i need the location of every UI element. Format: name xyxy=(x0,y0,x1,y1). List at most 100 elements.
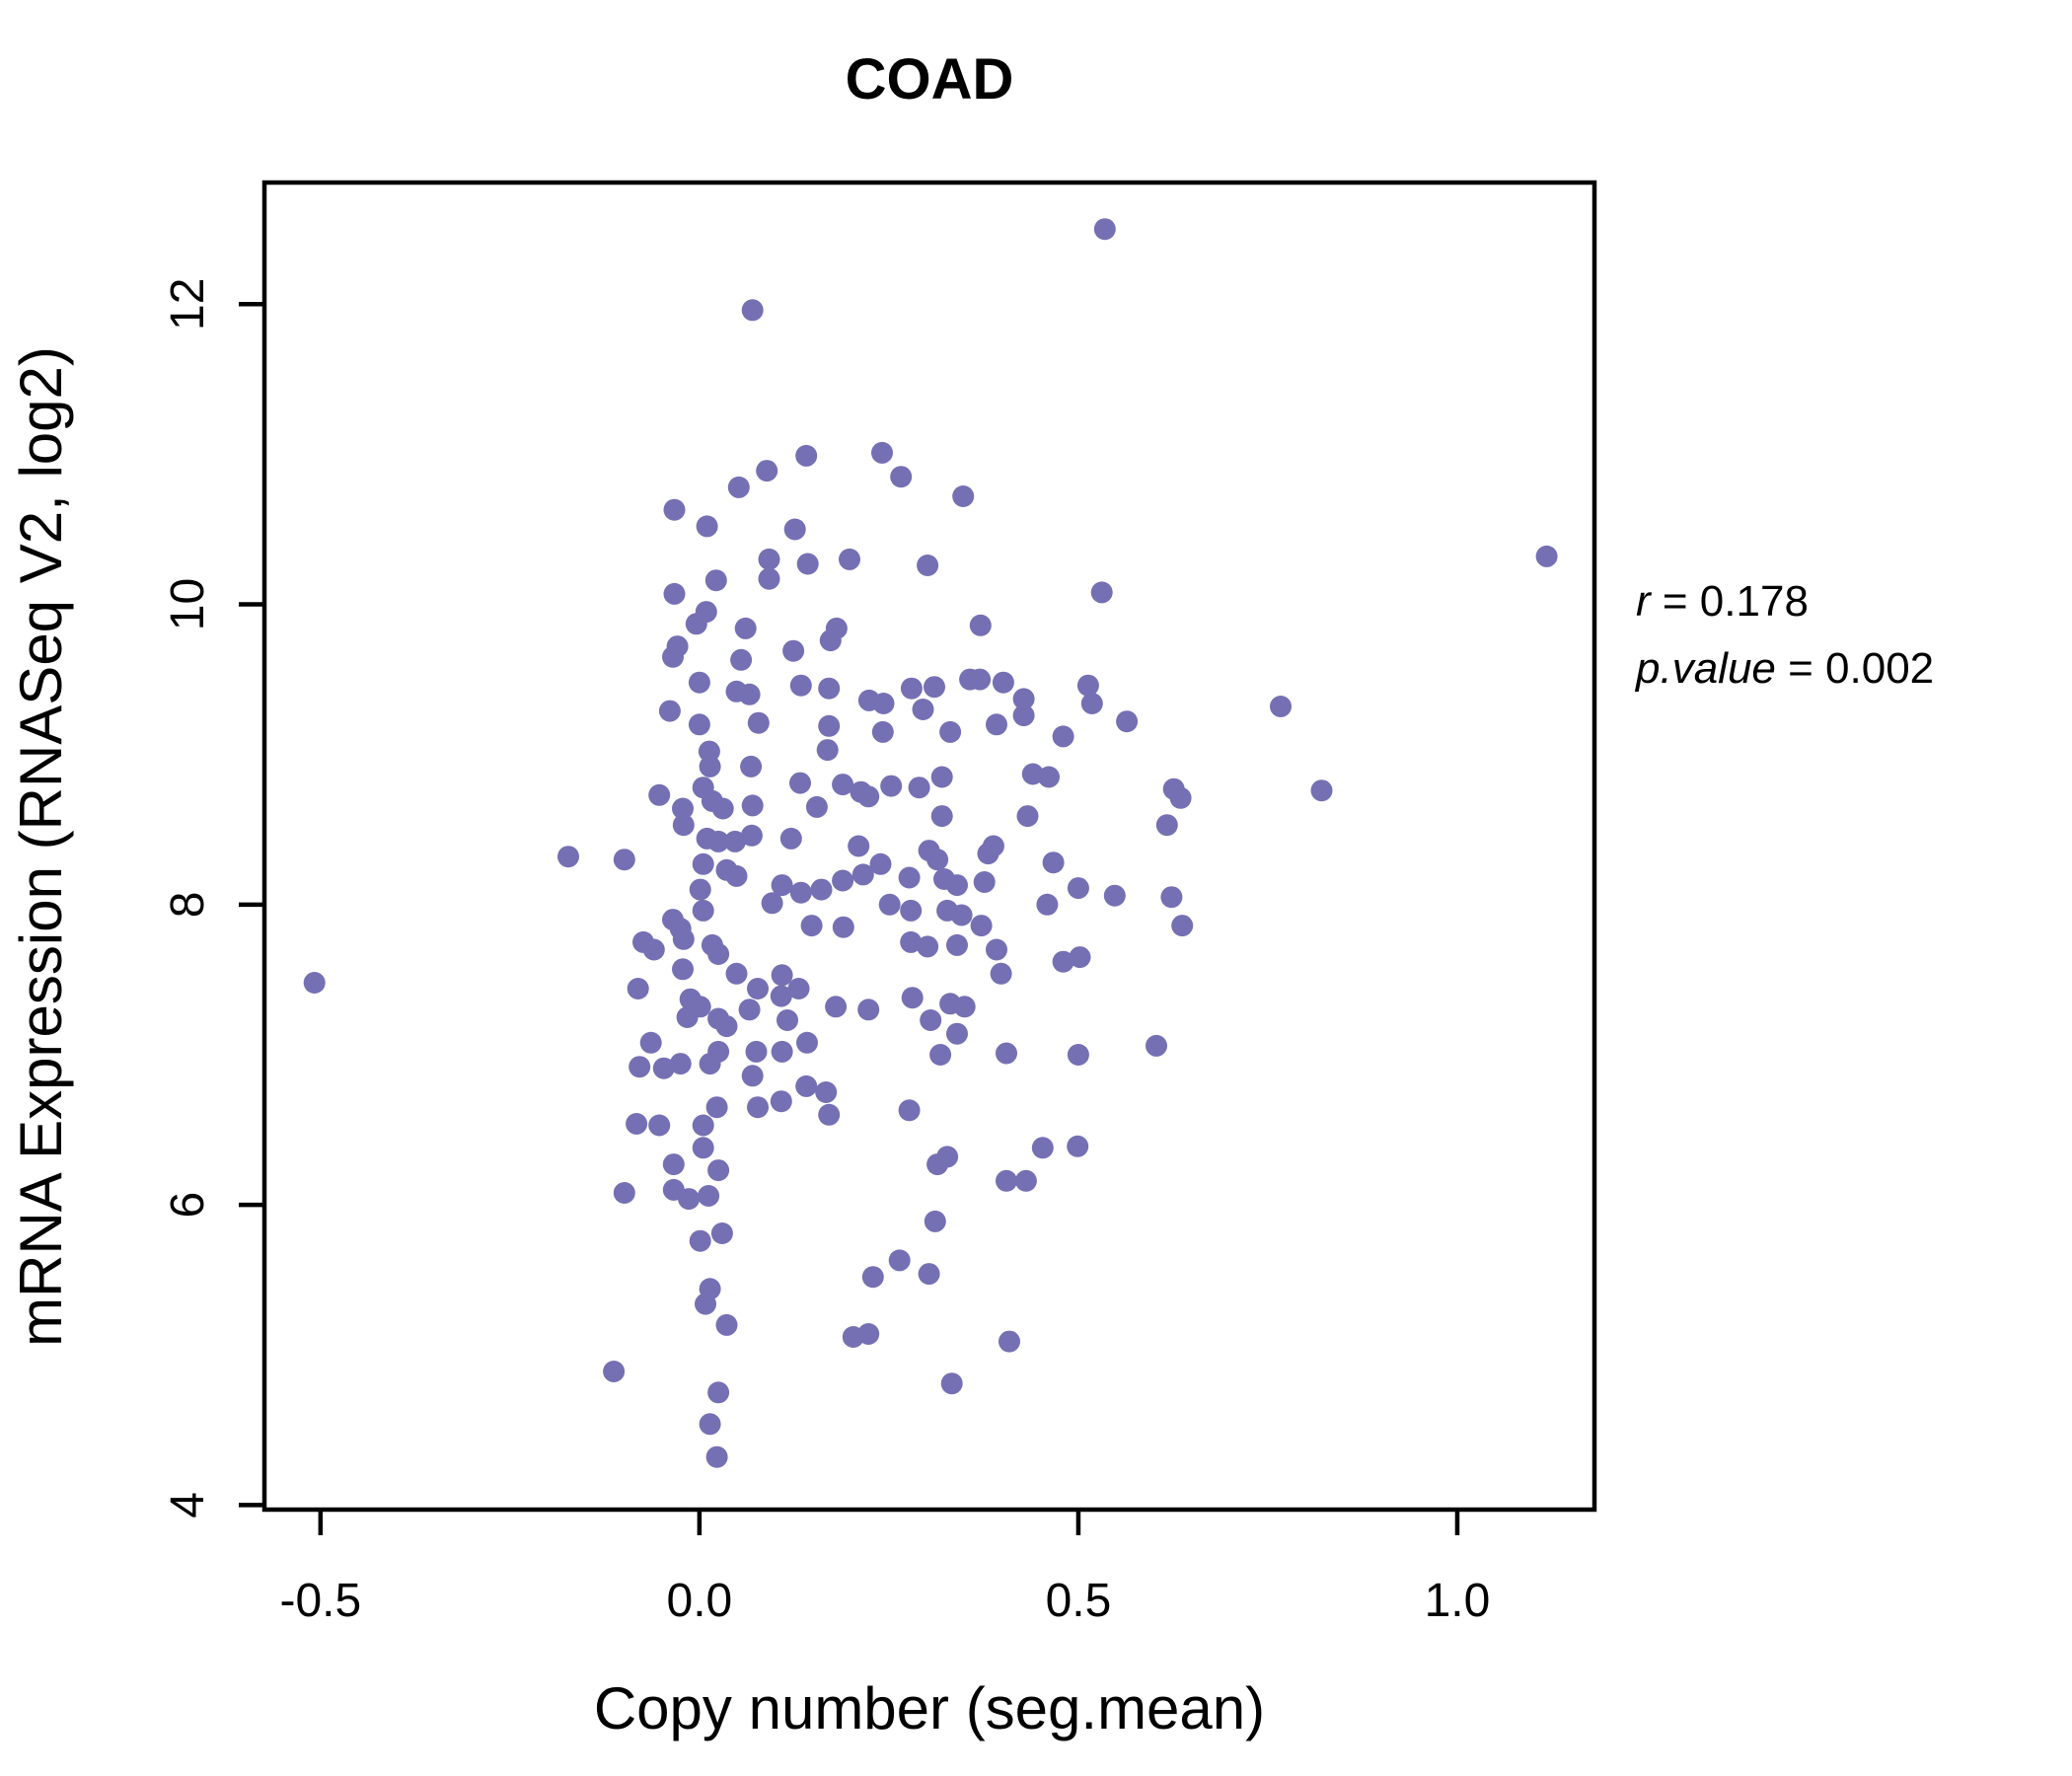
data-point xyxy=(1012,704,1035,727)
data-point xyxy=(648,1114,671,1137)
data-point xyxy=(725,962,748,985)
data-point xyxy=(1169,786,1192,809)
data-point xyxy=(789,772,811,794)
data-point xyxy=(669,1053,692,1075)
correlation-annotation: r = 0.178 xyxy=(1636,577,1809,626)
data-point xyxy=(800,915,823,937)
data-point xyxy=(816,739,839,762)
data-point xyxy=(1146,1034,1167,1057)
data-point xyxy=(832,916,854,938)
data-point xyxy=(857,1323,880,1345)
p-symbol: p.value xyxy=(1634,644,1776,693)
data-point xyxy=(672,958,694,981)
data-point xyxy=(761,892,783,915)
data-point xyxy=(699,755,721,777)
data-point xyxy=(770,1090,792,1113)
data-point xyxy=(986,938,1007,961)
data-point xyxy=(920,1009,942,1031)
data-point xyxy=(741,299,764,322)
data-point xyxy=(969,614,992,636)
x-axis-ticks: -0.5 0.0 0.5 1.0 xyxy=(279,1510,1490,1627)
data-point xyxy=(1067,877,1089,900)
data-point xyxy=(745,1040,768,1063)
data-point xyxy=(930,805,953,828)
data-point xyxy=(908,777,930,799)
data-point xyxy=(996,1042,1017,1065)
data-point xyxy=(999,1330,1020,1353)
data-point xyxy=(711,797,734,820)
data-point xyxy=(685,613,707,635)
data-point xyxy=(603,1361,626,1382)
data-point xyxy=(779,827,802,850)
data-point xyxy=(705,1445,728,1468)
data-point xyxy=(707,1381,730,1404)
data-point xyxy=(1069,946,1091,969)
data-point xyxy=(689,1229,711,1252)
data-point xyxy=(707,1159,730,1182)
data-point xyxy=(727,476,750,498)
data-point xyxy=(672,927,695,950)
data-point xyxy=(789,881,812,904)
y-tick-label: 4 xyxy=(162,1492,214,1518)
data-point xyxy=(818,1103,841,1126)
data-point xyxy=(1103,884,1126,907)
data-point xyxy=(725,864,748,887)
data-point xyxy=(1052,725,1074,748)
scatter-points xyxy=(303,218,1558,1468)
y-tick-label: 12 xyxy=(162,278,214,331)
data-point xyxy=(900,930,923,953)
data-point xyxy=(825,996,848,1018)
r-symbol: r xyxy=(1636,577,1653,626)
data-point xyxy=(970,915,993,937)
data-point xyxy=(658,700,681,722)
data-point xyxy=(688,713,710,736)
data-point xyxy=(707,943,730,965)
y-axis-ticks: 4 6 8 10 12 xyxy=(162,278,264,1518)
data-point xyxy=(756,460,778,482)
data-point xyxy=(741,1065,764,1087)
data-point xyxy=(662,645,684,668)
data-point xyxy=(872,693,895,714)
data-point xyxy=(796,553,819,575)
data-point xyxy=(629,1056,651,1078)
data-point xyxy=(699,1413,721,1436)
data-point xyxy=(639,1031,662,1054)
data-point xyxy=(758,567,780,590)
data-point xyxy=(789,674,812,697)
data-point xyxy=(990,962,1012,985)
data-point xyxy=(741,794,764,817)
data-point xyxy=(1014,1169,1037,1192)
data-point xyxy=(672,814,695,837)
data-point xyxy=(857,999,880,1021)
data-point xyxy=(1036,893,1059,916)
data-point xyxy=(940,1372,963,1395)
r-value: = 0.178 xyxy=(1651,577,1809,626)
data-point xyxy=(880,775,903,797)
data-point xyxy=(992,671,1014,694)
data-point xyxy=(818,677,841,700)
data-point xyxy=(1042,851,1065,874)
y-tick-label: 8 xyxy=(162,891,214,918)
data-point xyxy=(627,978,649,999)
x-tick-label: -0.5 xyxy=(279,1575,361,1627)
data-point xyxy=(1067,1135,1089,1157)
data-point xyxy=(303,972,326,994)
data-point xyxy=(1038,766,1060,788)
data-point xyxy=(901,987,924,1009)
data-point xyxy=(946,1022,968,1045)
data-point xyxy=(740,755,763,777)
data-point xyxy=(747,711,770,734)
data-point xyxy=(642,938,665,961)
data-point xyxy=(1310,779,1333,802)
x-axis-label: Copy number (seg.mean) xyxy=(594,1675,1265,1741)
data-point xyxy=(946,933,968,956)
data-point xyxy=(710,1222,733,1244)
data-point xyxy=(678,1188,701,1211)
data-point xyxy=(898,1099,921,1122)
data-point xyxy=(861,1266,884,1289)
data-point xyxy=(734,617,757,639)
data-point xyxy=(1012,688,1035,710)
data-point xyxy=(953,996,976,1018)
data-point xyxy=(912,699,934,720)
data-point xyxy=(613,1182,635,1204)
